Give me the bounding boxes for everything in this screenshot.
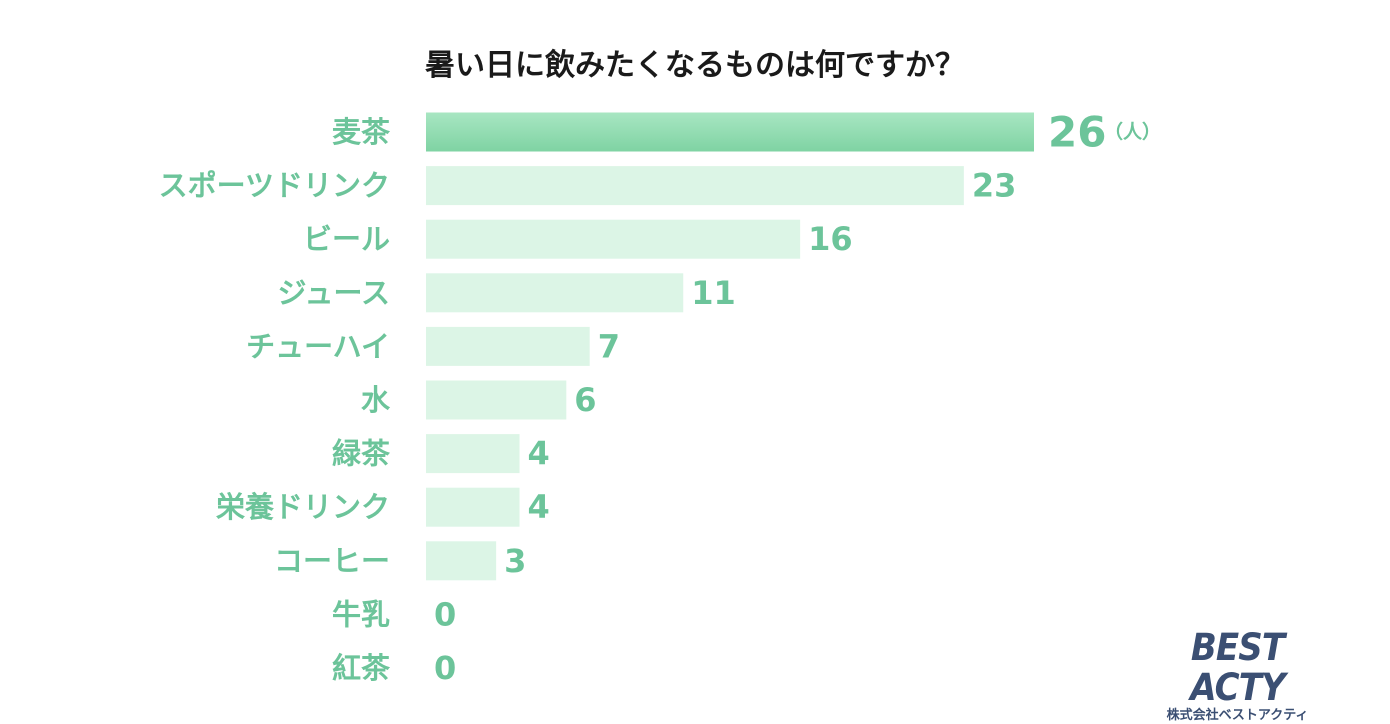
category-label: スポーツドリンク [159,169,390,203]
bar-chart: 麦茶 26（人） スポーツドリンク 23 ビール 16 ジュース 11 チューハイ 7 水 6 緑茶 4 栄… [159,108,1161,688]
bar [426,487,520,527]
value-label: 23 [972,167,1017,205]
bar [426,219,801,259]
category-label: 緑茶 [332,437,391,471]
category-label: ジュース [277,276,390,310]
bar [426,112,1034,152]
category-label: チューハイ [246,329,390,363]
bar [426,166,964,206]
category-label: 水 [361,383,391,417]
category-label: ビール [303,222,390,256]
value-label: 0 [434,649,456,687]
bar [426,380,567,420]
bar [426,273,684,313]
unit-label: （人） [1104,120,1161,143]
category-label: 紅茶 [332,651,391,685]
value-label: 0 [434,595,456,633]
category-label: 麦茶 [332,115,391,149]
category-label: コーヒー [274,544,390,578]
value-label: 6 [574,381,596,419]
bar [426,326,590,366]
chart-title: 暑い日に飲みたくなるものは何ですか？ [425,48,965,83]
logo-wordmark: BEST ACTY [1190,626,1285,709]
bar [426,434,520,474]
bars-group: 麦茶 26（人） スポーツドリンク 23 ビール 16 ジュース 11 チューハイ 7 水 6 緑茶 4 栄… [159,108,1161,688]
value-label: 11 [691,274,736,312]
value-label: 4 [528,435,550,473]
value-label: 7 [598,327,620,365]
category-label: 栄養ドリンク [216,490,390,524]
value-label: 26 [1048,108,1106,157]
logo-company-name: 株式会社ベストアクティ [1166,708,1309,723]
company-logo: BEST ACTY 株式会社ベストアクティ [1140,628,1335,724]
value-label: 3 [504,542,526,580]
bar [426,541,497,581]
category-label: 牛乳 [332,597,390,631]
value-label: 4 [528,488,550,526]
value-label: 16 [808,220,853,258]
